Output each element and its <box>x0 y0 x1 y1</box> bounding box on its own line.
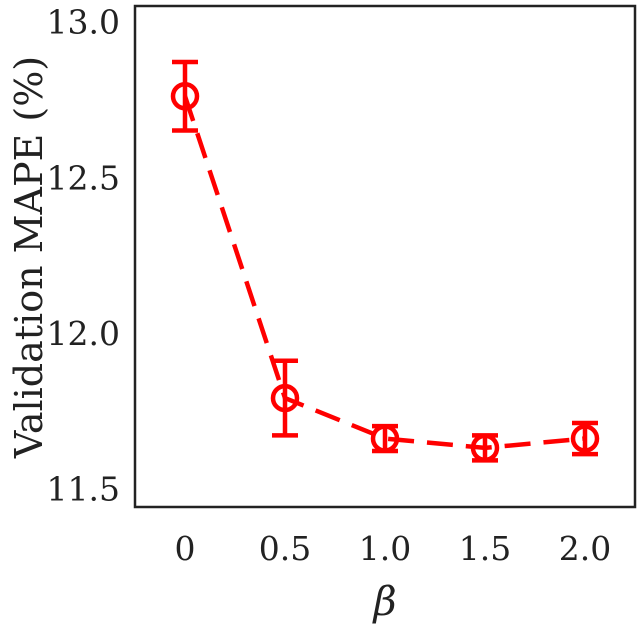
plot-area-frame <box>133 4 637 509</box>
x-tick-label: 1.0 <box>359 529 411 568</box>
data-point <box>570 424 600 453</box>
x-tick-label: 1.5 <box>459 529 511 568</box>
x-axis-label: β <box>371 579 396 625</box>
x-tick-labels: 0 0.5 1.0 1.5 2.0 <box>175 529 612 568</box>
y-tick-label: 12.0 <box>47 314 120 353</box>
y-tick-labels: 11.5 12.0 12.5 13.0 <box>47 3 120 509</box>
x-tick-label: 2.0 <box>559 529 611 568</box>
x-tick-label: 0 <box>175 529 196 568</box>
y-axis-label: Validation MAPE (%) <box>7 56 51 459</box>
data-point <box>270 383 300 413</box>
x-tick-label: 0.5 <box>259 529 311 568</box>
y-tick-label: 11.5 <box>47 469 120 508</box>
series-line <box>182 95 586 451</box>
y-tick-label: 12.5 <box>47 158 120 197</box>
data-point <box>470 433 500 463</box>
data-marks <box>170 59 600 463</box>
y-tick-label: 13.0 <box>47 3 120 42</box>
data-point <box>170 81 200 111</box>
data-point <box>370 424 400 453</box>
